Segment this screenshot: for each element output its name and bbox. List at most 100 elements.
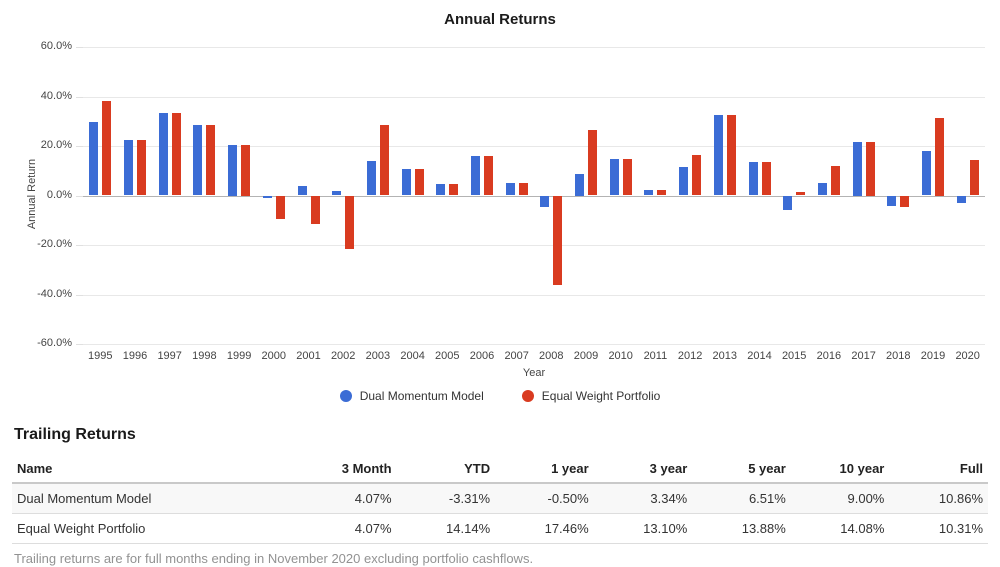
column-header-name: Name <box>12 455 298 484</box>
chart-bar-1999-series0[interactable] <box>228 145 237 196</box>
table-header-row: Name 3 Month YTD 1 year 3 year 5 year 10 year F… <box>12 455 988 484</box>
chart-bar-1997-series1[interactable] <box>172 112 181 196</box>
chart-bar-1996-series0[interactable] <box>124 139 133 196</box>
chart-bar-2012-series1[interactable] <box>692 154 701 196</box>
chart-bar-2018-series1[interactable] <box>900 195 909 208</box>
x-axis-tick-label: 2003 <box>365 350 391 362</box>
column-header-3-month: 3 Month <box>298 455 397 484</box>
y-axis-tick <box>76 47 83 48</box>
chart-bar-1999-series1[interactable] <box>241 145 250 196</box>
gridline <box>83 195 985 197</box>
chart-bar-2003-series1[interactable] <box>380 125 389 196</box>
chart-bar-2001-series0[interactable] <box>298 186 307 196</box>
gridline <box>83 344 985 345</box>
chart-bar-2011-series0[interactable] <box>644 189 653 196</box>
chart-bar-2008-series0[interactable] <box>540 195 549 208</box>
chart-bar-1996-series1[interactable] <box>137 139 146 196</box>
chart-bar-2014-series1[interactable] <box>762 161 771 196</box>
x-axis-tick-label: 1997 <box>157 350 182 362</box>
chart-title: Annual Returns <box>444 11 556 28</box>
y-axis-tick-label: 0.0% <box>46 188 72 201</box>
chart-bar-2001-series1[interactable] <box>311 195 320 224</box>
gridline <box>83 47 985 48</box>
chart-bar-2000-series0[interactable] <box>263 195 272 198</box>
gridline <box>83 146 985 147</box>
chart-bar-2009-series0[interactable] <box>575 174 584 196</box>
column-header-5-year: 5 year <box>692 455 791 484</box>
gridline <box>83 245 985 246</box>
chart-bar-2009-series1[interactable] <box>588 130 597 196</box>
chart-bar-1998-series1[interactable] <box>206 124 215 196</box>
column-header-full: Full <box>889 455 988 484</box>
x-axis-tick-label: 2016 <box>816 350 842 362</box>
table-row: Equal Weight Portfolio 4.07% 14.14% 17.46% 1… <box>12 513 988 544</box>
chart-bar-2006-series1[interactable] <box>484 155 493 196</box>
y-axis-tick-label: 60.0% <box>40 40 72 52</box>
gridline <box>83 294 985 296</box>
chart-bar-2013-series0[interactable] <box>714 114 723 196</box>
x-axis-tick-label: 1996 <box>122 350 148 362</box>
chart-bar-2010-series0[interactable] <box>610 158 619 196</box>
column-header-1-year: 1 year <box>495 455 594 484</box>
chart-bar-2002-series0[interactable] <box>332 191 341 196</box>
trailing-returns-table: Name 3 Month YTD 1 year 3 year 5 year 10 year F… <box>12 455 988 544</box>
x-axis-tick-label: 2014 <box>747 350 772 362</box>
chart-bar-2011-series1[interactable] <box>657 190 666 196</box>
chart-bar-2019-series0[interactable] <box>922 150 931 196</box>
chart-bar-2004-series1[interactable] <box>415 168 424 196</box>
legend-label: Equal Weight Portfolio <box>541 389 661 403</box>
chart-bar-2013-series1[interactable] <box>727 114 736 196</box>
chart-bar-2000-series1[interactable] <box>276 195 285 219</box>
chart-bar-1995-series0[interactable] <box>89 122 98 196</box>
chart-bar-2018-series0[interactable] <box>887 195 896 207</box>
row-value-cell: -0.50% <box>495 483 594 514</box>
section-title: Trailing Returns <box>14 426 136 443</box>
chart-bar-2016-series1[interactable] <box>831 165 840 196</box>
chart-bar-2019-series1[interactable] <box>935 117 944 196</box>
column-header-3-year: 3 year <box>593 455 693 484</box>
chart-bar-2007-series0[interactable] <box>506 182 515 196</box>
chart-bar-2010-series1[interactable] <box>623 158 632 196</box>
chart-bar-2020-series0[interactable] <box>957 195 966 203</box>
column-header-10-year: 10 year <box>790 455 890 484</box>
x-axis-tick-label: 2000 <box>261 350 287 362</box>
chart-bar-2002-series1[interactable] <box>345 195 354 249</box>
chart-legend: Dual Momentum Model Equal Weight Portfol… <box>0 389 1000 403</box>
legend-item-equal-weight[interactable]: Equal Weight Portfolio <box>521 389 661 403</box>
x-axis-tick-label: 2009 <box>573 350 599 362</box>
trailing-returns-section: Trailing Returns Name 3 Month YTD 1 year 3 y… <box>0 412 1000 566</box>
legend-swatch-icon <box>339 390 352 402</box>
chart-bar-2020-series1[interactable] <box>970 160 979 196</box>
chart-bar-2008-series1[interactable] <box>553 195 562 286</box>
chart-bar-2007-series1[interactable] <box>519 182 528 196</box>
chart-bar-2015-series1[interactable] <box>796 191 805 196</box>
chart-bar-2017-series0[interactable] <box>853 141 862 196</box>
chart-bar-1995-series1[interactable] <box>102 100 111 196</box>
x-axis-tick-label: 2005 <box>435 350 460 362</box>
x-axis-tick-label: 2020 <box>955 350 980 362</box>
row-value-cell: 9.00% <box>790 483 890 514</box>
chart-bar-2005-series0[interactable] <box>436 183 445 196</box>
y-axis-tick-label: -60.0% <box>37 337 72 349</box>
chart-bar-2005-series1[interactable] <box>449 183 458 196</box>
chart-bar-2017-series1[interactable] <box>866 141 875 196</box>
chart-bar-2004-series0[interactable] <box>402 168 411 196</box>
row-value-cell: 4.07% <box>298 483 397 514</box>
row-value-cell: 6.51% <box>692 483 791 514</box>
chart-bar-2003-series0[interactable] <box>367 161 376 196</box>
x-axis-tick-label: 2011 <box>643 350 668 362</box>
x-axis-tick-label: 2013 <box>712 350 738 362</box>
chart-bar-2006-series0[interactable] <box>471 155 480 196</box>
chart-bar-1997-series0[interactable] <box>159 112 168 196</box>
row-value-cell: 17.46% <box>495 513 594 544</box>
y-axis-tick <box>76 294 83 296</box>
chart-bar-2016-series0[interactable] <box>818 182 827 196</box>
chart-bar-2014-series0[interactable] <box>749 161 758 196</box>
chart-bar-1998-series0[interactable] <box>193 124 202 196</box>
y-axis-tick <box>76 344 83 345</box>
chart-bar-2012-series0[interactable] <box>679 167 688 196</box>
legend-item-dual-momentum[interactable]: Dual Momentum Model <box>339 389 484 403</box>
y-axis-tick <box>76 195 83 197</box>
x-axis-tick-label: 2012 <box>677 350 703 362</box>
chart-bar-2015-series0[interactable] <box>783 195 792 210</box>
